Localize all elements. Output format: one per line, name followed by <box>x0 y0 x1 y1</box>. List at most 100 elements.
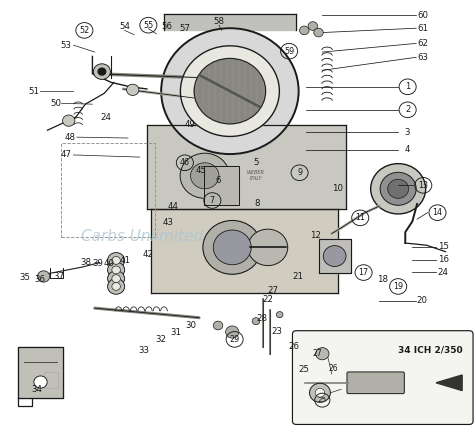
Text: 37: 37 <box>53 272 64 280</box>
Text: 41: 41 <box>119 256 130 265</box>
Text: 39: 39 <box>93 259 103 267</box>
Text: 24: 24 <box>438 268 449 276</box>
Text: 47: 47 <box>61 151 72 159</box>
Text: 42: 42 <box>142 250 154 259</box>
Circle shape <box>93 64 110 79</box>
Text: 15: 15 <box>438 242 449 251</box>
Text: 50: 50 <box>50 99 62 108</box>
Text: 27: 27 <box>267 286 279 295</box>
Text: 19: 19 <box>393 282 403 291</box>
Text: 38: 38 <box>80 258 91 266</box>
Text: 11: 11 <box>355 214 365 222</box>
Circle shape <box>194 59 265 124</box>
Text: 40: 40 <box>104 259 115 267</box>
Text: 6: 6 <box>215 177 221 185</box>
Text: 34 ICH 2/350: 34 ICH 2/350 <box>398 345 462 354</box>
Circle shape <box>191 163 219 189</box>
Circle shape <box>34 376 47 388</box>
Text: 5: 5 <box>253 158 259 167</box>
Text: 20: 20 <box>416 296 428 305</box>
Text: 26: 26 <box>328 365 338 373</box>
Text: 13: 13 <box>418 181 428 190</box>
Text: 32: 32 <box>155 335 167 344</box>
Circle shape <box>180 153 229 198</box>
Text: 59: 59 <box>284 47 294 56</box>
Circle shape <box>226 326 239 338</box>
FancyBboxPatch shape <box>292 331 473 424</box>
Circle shape <box>108 253 125 268</box>
Text: WEBER
ITALY: WEBER ITALY <box>247 171 265 181</box>
FancyBboxPatch shape <box>347 372 404 394</box>
Text: 17: 17 <box>358 268 369 277</box>
Text: Carbs Unlimited: Carbs Unlimited <box>81 229 203 244</box>
Circle shape <box>314 28 323 37</box>
Text: 2: 2 <box>405 105 410 114</box>
Circle shape <box>108 279 125 294</box>
Text: 56: 56 <box>162 23 173 31</box>
Text: 46: 46 <box>180 158 190 167</box>
Circle shape <box>315 388 325 397</box>
Text: 23: 23 <box>272 327 283 335</box>
Circle shape <box>112 256 120 264</box>
Circle shape <box>308 22 318 30</box>
Circle shape <box>248 229 288 266</box>
Text: 35: 35 <box>19 273 31 282</box>
Text: 45: 45 <box>196 166 207 174</box>
Text: 26: 26 <box>289 342 300 351</box>
Circle shape <box>316 348 329 360</box>
FancyBboxPatch shape <box>204 166 239 205</box>
Text: 7: 7 <box>210 196 215 205</box>
Text: 12: 12 <box>310 231 321 240</box>
Text: 61: 61 <box>418 24 429 33</box>
FancyBboxPatch shape <box>18 347 63 398</box>
Text: 18: 18 <box>377 275 389 283</box>
FancyBboxPatch shape <box>164 14 296 30</box>
Text: 54: 54 <box>119 23 130 31</box>
Circle shape <box>37 271 50 282</box>
Circle shape <box>112 266 120 274</box>
Circle shape <box>380 172 416 205</box>
Text: 34: 34 <box>31 385 42 394</box>
Text: 53: 53 <box>61 41 72 49</box>
Text: 60: 60 <box>418 11 429 20</box>
Circle shape <box>300 26 309 35</box>
Text: 44: 44 <box>167 202 179 211</box>
Text: 33: 33 <box>138 346 149 355</box>
Circle shape <box>108 271 125 286</box>
Text: 49: 49 <box>184 120 195 128</box>
Circle shape <box>252 318 260 325</box>
Text: 63: 63 <box>418 53 429 62</box>
Circle shape <box>203 220 262 274</box>
FancyBboxPatch shape <box>151 209 338 293</box>
Text: 55: 55 <box>143 21 154 30</box>
Circle shape <box>213 321 223 330</box>
Circle shape <box>310 383 330 402</box>
Circle shape <box>276 312 283 318</box>
Text: 57: 57 <box>179 24 191 33</box>
Text: 1: 1 <box>405 82 410 91</box>
Text: 52: 52 <box>79 26 90 35</box>
Text: 28: 28 <box>256 314 267 322</box>
Polygon shape <box>436 375 462 391</box>
Text: 30: 30 <box>185 321 197 330</box>
FancyBboxPatch shape <box>147 125 346 209</box>
Text: 48: 48 <box>64 133 76 141</box>
Text: 22: 22 <box>263 295 274 304</box>
Text: 62: 62 <box>418 39 429 48</box>
Text: 4: 4 <box>405 145 410 154</box>
Circle shape <box>127 84 139 95</box>
Text: 31: 31 <box>170 329 182 337</box>
Circle shape <box>108 262 125 278</box>
Text: 27: 27 <box>312 349 322 358</box>
Text: 14: 14 <box>432 208 443 217</box>
Circle shape <box>63 115 75 126</box>
Text: 25: 25 <box>298 365 309 374</box>
Circle shape <box>323 246 346 266</box>
Circle shape <box>98 68 106 75</box>
Circle shape <box>388 179 409 198</box>
Text: 24: 24 <box>100 113 111 122</box>
Text: 10: 10 <box>332 184 343 193</box>
Circle shape <box>213 230 251 265</box>
Circle shape <box>112 275 120 283</box>
Circle shape <box>371 164 426 214</box>
